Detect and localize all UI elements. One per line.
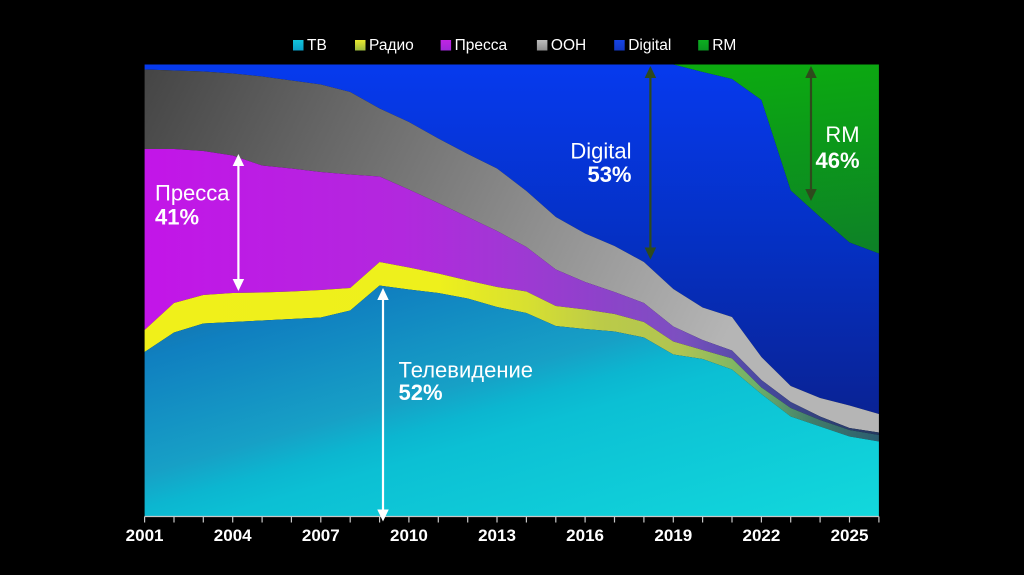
svg-text:Digital: Digital bbox=[570, 139, 631, 164]
svg-text:53%: 53% bbox=[587, 162, 631, 187]
svg-text:Пресса: Пресса bbox=[455, 37, 508, 54]
svg-text:RM: RM bbox=[825, 122, 859, 147]
svg-text:46%: 46% bbox=[816, 148, 860, 173]
svg-text:2019: 2019 bbox=[654, 526, 692, 545]
svg-text:41%: 41% bbox=[155, 205, 199, 230]
svg-text:OOH: OOH bbox=[551, 37, 586, 54]
svg-text:Пресса: Пресса bbox=[155, 181, 230, 206]
svg-text:Радио: Радио bbox=[369, 37, 414, 54]
svg-text:2016: 2016 bbox=[566, 526, 604, 545]
svg-text:Телевидение: Телевидение bbox=[399, 358, 534, 383]
svg-text:2025: 2025 bbox=[831, 526, 869, 545]
svg-text:2010: 2010 bbox=[390, 526, 428, 545]
svg-text:2004: 2004 bbox=[214, 526, 252, 545]
svg-text:RM: RM bbox=[712, 37, 736, 54]
svg-text:52%: 52% bbox=[399, 380, 443, 405]
svg-text:2022: 2022 bbox=[742, 526, 780, 545]
svg-text:2001: 2001 bbox=[126, 526, 164, 545]
svg-text:2007: 2007 bbox=[302, 526, 340, 545]
svg-text:Digital: Digital bbox=[628, 37, 671, 54]
svg-text:ТВ: ТВ bbox=[307, 37, 327, 54]
svg-text:2013: 2013 bbox=[478, 526, 516, 545]
